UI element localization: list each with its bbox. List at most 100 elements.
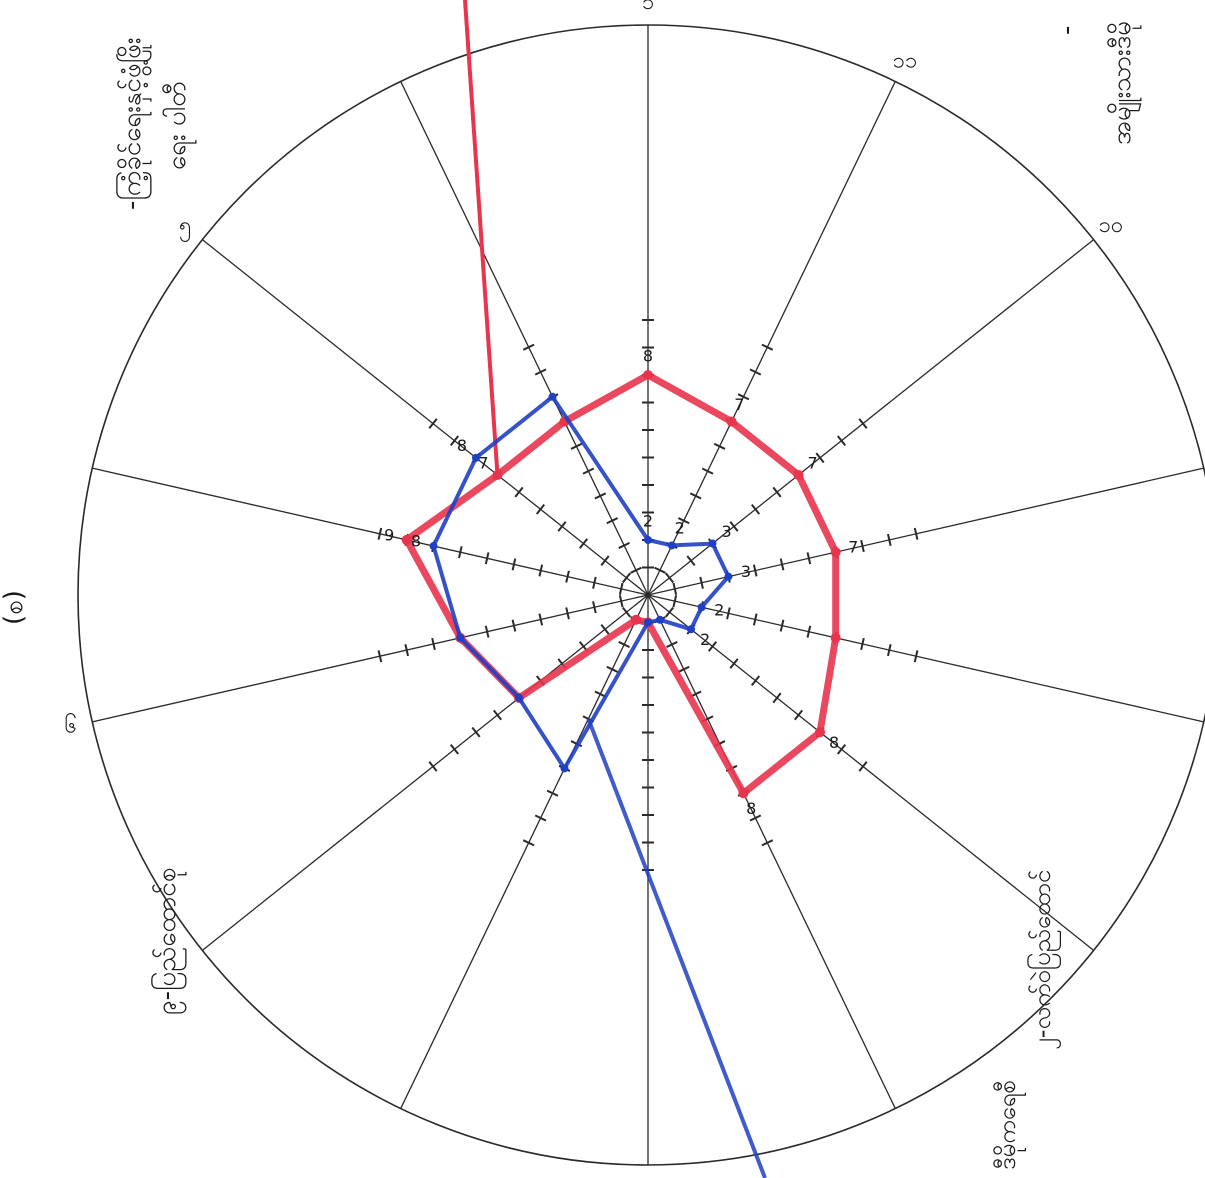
tick-2-6 [772, 486, 782, 498]
tick-5-6 [772, 692, 782, 704]
spoke-11 [92, 467, 649, 596]
tick-12-9 [449, 435, 460, 447]
tick-3-8 [860, 539, 865, 553]
spoke-2 [647, 239, 1095, 596]
spoke-end-label-1: ၁၁ [892, 49, 917, 74]
tick-11-2 [592, 576, 597, 589]
tick-4-9 [886, 644, 892, 657]
spoke-end-label-2: ၁၀ [1098, 213, 1123, 238]
series-1-point-10 [456, 633, 465, 642]
label-top-left-1: -ကြံ့ခိုင်ရေးနှင့်ဖွံ့ဖြိုး [114, 38, 152, 210]
tick-1-1 [654, 566, 666, 574]
tick-4-6 [806, 625, 812, 638]
tick-10-1 [618, 595, 624, 608]
series-0-point-11 [401, 534, 412, 545]
tick-2-5 [750, 503, 761, 515]
series-0-point-5 [815, 727, 826, 738]
series-0-label-0: 8 [643, 347, 653, 366]
series-1-label-1: 2 [675, 519, 685, 538]
series-1-point-3 [724, 572, 733, 581]
series-0-label-12: 7 [478, 453, 488, 472]
series-0-label-6: 8 [746, 799, 756, 818]
series-0-point-0 [643, 370, 653, 380]
tick-12-10 [428, 418, 438, 429]
label-bottom-right-1: ၂-လက်ဝဲပြည်ထောင် [1026, 870, 1061, 1050]
series-1-point-0 [644, 536, 652, 544]
series-1-label-4: 2 [714, 601, 724, 620]
tick-6-3 [677, 665, 690, 673]
label-top-left-2: ရေး ပါတီ [161, 81, 197, 170]
tick-3-6 [806, 552, 812, 565]
series-0-point-6 [738, 788, 749, 799]
spoke-4 [647, 594, 1204, 723]
tick-1-5 [701, 467, 714, 475]
tick-9-10 [428, 761, 438, 772]
spoke-3 [647, 467, 1204, 596]
tick-1-10 [761, 343, 774, 351]
series-1-point-2 [708, 539, 717, 548]
tick-2-2 [686, 555, 696, 567]
tick-13-6 [570, 442, 583, 450]
tick-10-2 [592, 601, 597, 614]
series-1-label-11: 8 [411, 532, 421, 551]
series-1-point-13 [548, 392, 557, 401]
tick-8-9 [534, 814, 547, 822]
tick-3-10 [913, 527, 919, 540]
tick-1-3 [677, 517, 690, 525]
series-0-label-3: 7 [848, 538, 858, 557]
tick-11-7 [458, 546, 463, 559]
series-0-point-8 [631, 614, 642, 625]
spoke-8 [400, 594, 649, 1109]
tick-6-2 [666, 641, 678, 649]
series-0-label-1: 7 [734, 395, 744, 414]
series-1-label-0: 2 [643, 512, 653, 531]
spoke-6 [647, 594, 896, 1109]
tick-11-10 [377, 527, 383, 540]
tick-9-2 [600, 623, 610, 635]
tick-3-5 [779, 558, 785, 571]
tick-10-5 [511, 619, 517, 632]
tick-8-8 [546, 789, 559, 797]
series-0-label-11: 9 [384, 525, 394, 544]
series-1-point-7 [644, 618, 652, 627]
tick-10-9 [404, 644, 410, 657]
tick-12-5 [535, 503, 546, 515]
spoke-end-label-10: ၆ [65, 713, 77, 739]
spoke-13 [400, 81, 649, 596]
series-1-point-9 [514, 693, 523, 702]
label-bottom-right-2: ဒီမိုကရေစီ [992, 1080, 1026, 1170]
tick-3-4 [752, 564, 758, 577]
tick-11-4 [538, 564, 544, 577]
series-1-point-12 [471, 453, 480, 462]
tick-13-10 [522, 343, 535, 351]
spoke-5 [647, 594, 1095, 951]
tick-1-4 [689, 492, 702, 500]
tick-3-9 [886, 533, 892, 546]
series-1-extra-line [586, 718, 767, 1178]
tick-5-10 [858, 761, 868, 772]
tick-3-1 [672, 582, 678, 595]
tick-10-10 [377, 650, 383, 663]
series-1-point-4 [697, 603, 706, 612]
series-1-point-8 [560, 764, 569, 773]
tick-12-4 [557, 521, 567, 532]
tick-9-9 [449, 743, 460, 755]
tick-4-1 [672, 595, 678, 608]
series-1-label-2: 3 [721, 522, 731, 541]
tick-2-9 [836, 435, 847, 447]
tick-6-10 [761, 839, 774, 847]
tick-1-6 [713, 442, 726, 450]
tick-1-9 [749, 368, 762, 376]
series-1-point-11 [429, 542, 438, 551]
tick-2-8 [815, 452, 825, 464]
tick-2-1 [664, 572, 675, 584]
spoke-1 [647, 81, 896, 596]
label-top-right-2: - [1052, 26, 1082, 35]
tick-11-1 [618, 582, 624, 595]
label-top-right-1: အမျိုးသားဒီမို [1106, 21, 1142, 145]
tick-1-8 [737, 393, 750, 401]
tick-5-3 [707, 641, 718, 652]
tick-13-4 [594, 492, 607, 500]
